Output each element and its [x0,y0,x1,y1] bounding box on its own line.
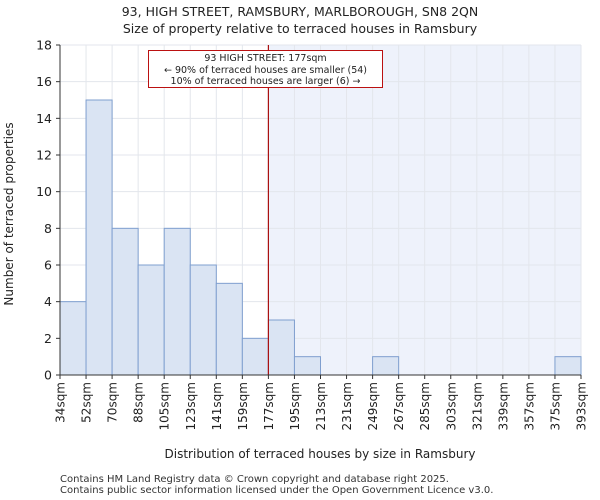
histogram-bar [163,227,191,376]
property-annotation: 93 HIGH STREET: 177sqm ← 90% of terraced… [148,50,383,88]
histogram-bar [372,356,400,376]
histogram-bar [267,319,295,376]
histogram-bar [554,356,582,376]
x-tick-label: 249sqm [366,382,380,430]
histogram-bar [111,227,139,376]
histogram-bar [189,264,217,376]
y-tick-label: 6 [44,258,52,273]
annotation-line-2: ← 90% of terraced houses are smaller (54… [163,64,368,76]
chart-title: 93, HIGH STREET, RAMSBURY, MARLBOROUGH, … [121,4,479,19]
y-tick-label: 0 [44,368,52,383]
y-tick-label: 8 [44,221,52,236]
histogram-bar [137,264,165,376]
y-tick-label: 18 [36,38,52,53]
x-tick-label: 321sqm [470,382,484,430]
histogram-bar [59,301,87,376]
x-tick-label: 393sqm [575,382,589,430]
y-tick-label: 4 [44,294,52,309]
x-tick-label: 159sqm [236,382,250,430]
footer-line-1: Contains HM Land Registry data © Crown c… [60,474,449,485]
x-tick-label: 123sqm [184,382,198,430]
annotation-line-3: 10% of terraced houses are larger (6) → [170,76,361,87]
y-tick-label: 10 [36,184,52,199]
x-tick-label: 88sqm [132,382,146,423]
y-axis-label: Number of terraced properties [2,122,16,305]
histogram-bar [85,99,113,376]
x-tick-label: 375sqm [548,382,562,430]
x-axis-label: Distribution of terraced houses by size … [165,447,476,461]
x-tick-label: 285sqm [418,382,432,430]
histogram-bar [293,356,322,376]
x-tick-label: 339sqm [496,382,510,430]
x-tick-label: 141sqm [210,382,224,430]
footer-line-2: Contains public sector information licen… [60,485,494,496]
x-tick-label: 177sqm [262,382,276,430]
x-tick-label: 267sqm [392,382,406,430]
histogram-bar [215,282,243,376]
x-tick-label: 213sqm [314,382,328,430]
x-tick-label: 105sqm [158,382,172,430]
chart-subtitle: Size of property relative to terraced ho… [122,21,478,36]
y-tick-label: 12 [36,148,52,163]
x-tick-label: 52sqm [80,382,94,423]
x-tick-label: 34sqm [54,382,68,423]
x-tick-label: 357sqm [522,382,536,430]
x-tick-label: 231sqm [340,382,354,430]
y-tick-label: 16 [36,74,52,89]
y-tick-label: 2 [44,331,52,346]
x-tick-label: 303sqm [444,382,458,430]
x-tick-label: 195sqm [288,382,302,430]
x-tick-label: 70sqm [106,382,120,423]
histogram-bar [241,337,269,376]
annotation-line-1: 93 HIGH STREET: 177sqm [204,53,327,64]
y-tick-label: 14 [36,111,52,126]
